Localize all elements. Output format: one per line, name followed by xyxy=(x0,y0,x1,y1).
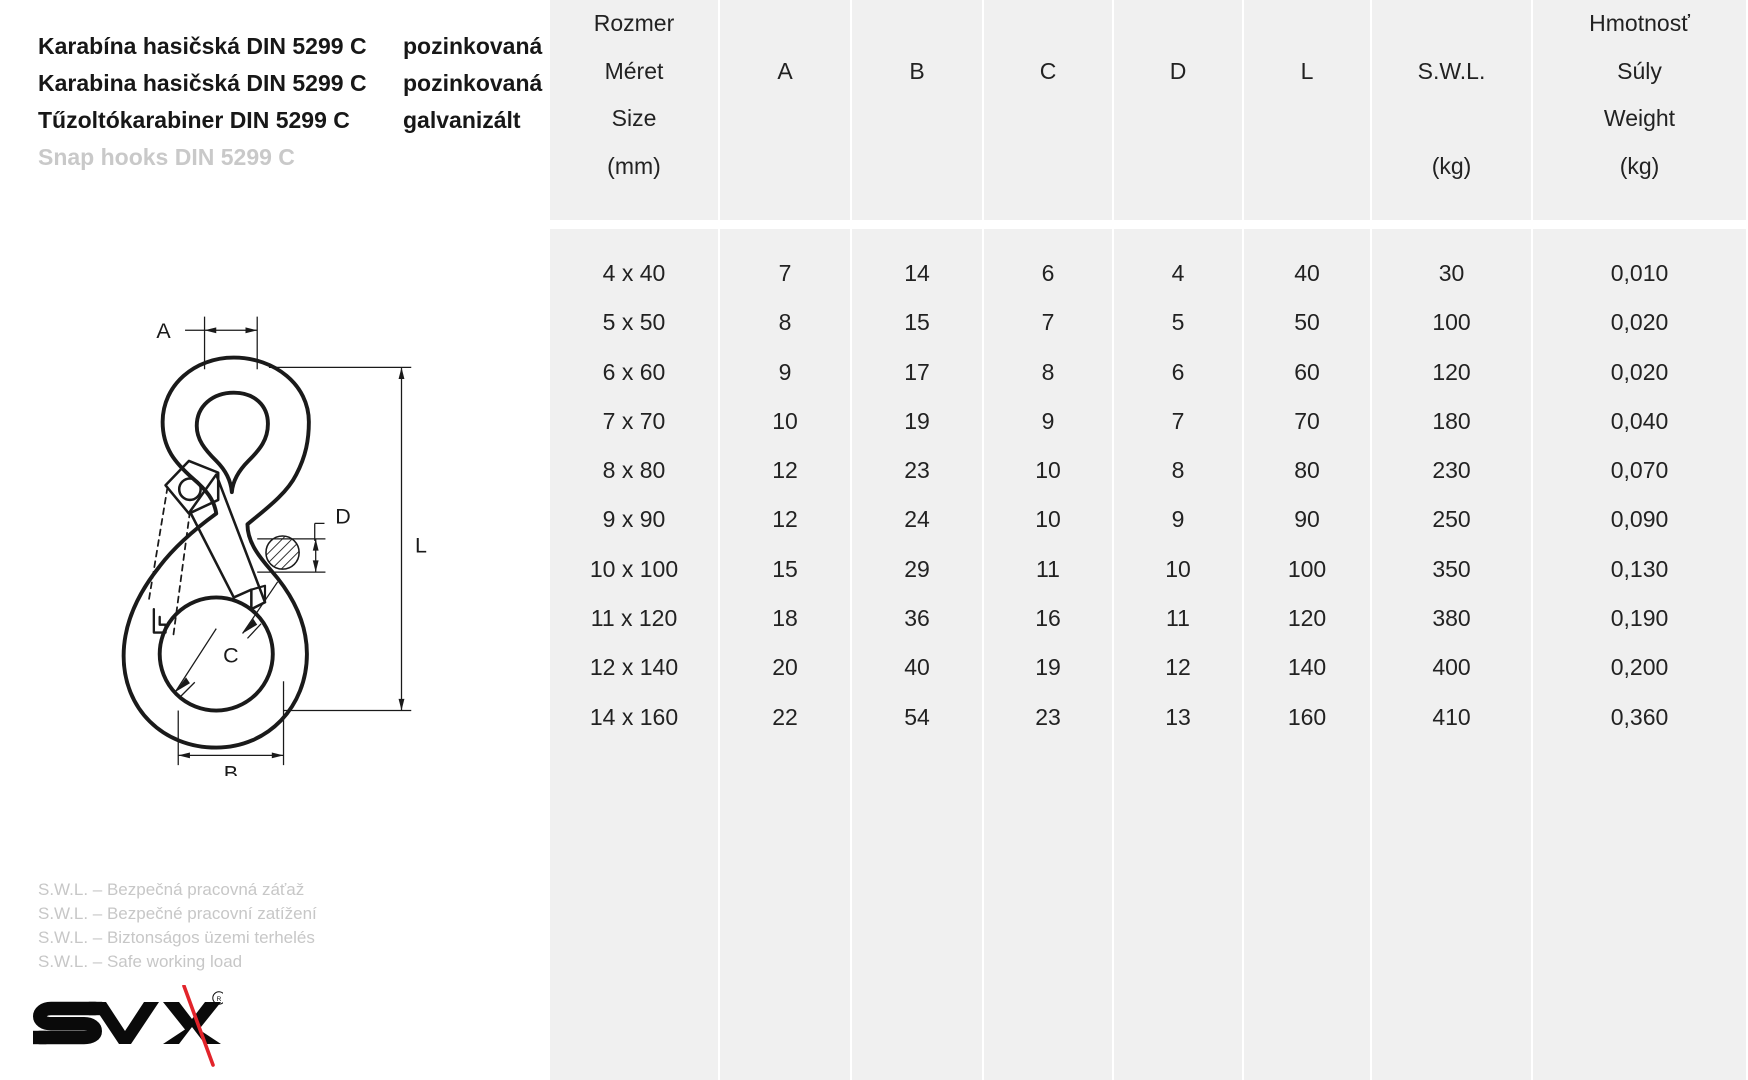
svg-text:B: B xyxy=(224,762,238,776)
svg-text:D: D xyxy=(335,504,350,528)
svg-text:A: A xyxy=(156,319,171,343)
svg-text:C: C xyxy=(223,644,238,668)
svg-text:L: L xyxy=(415,534,427,558)
svg-text:R: R xyxy=(217,996,222,1003)
